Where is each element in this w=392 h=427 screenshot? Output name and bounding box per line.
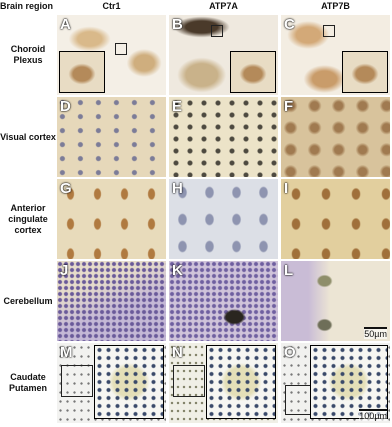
image-panel: O 100µm	[281, 343, 390, 423]
panel-letter: D	[60, 98, 71, 115]
header-title: Brain region	[0, 1, 54, 11]
zoom-box	[285, 385, 311, 415]
image-panel: F	[281, 97, 390, 177]
column-header: ATP7B	[321, 1, 350, 11]
panel-letter: F	[284, 98, 294, 115]
image-panel: M	[57, 343, 166, 423]
zoom-box	[211, 25, 223, 37]
image-panel: K	[169, 261, 278, 341]
inset	[94, 345, 164, 419]
image-panel: C	[281, 15, 390, 95]
panel-letter: L	[284, 262, 294, 279]
scale-bar-label: 100µm	[359, 409, 387, 421]
image-panel: J	[57, 261, 166, 341]
image-panel: A	[57, 15, 166, 95]
inset	[230, 51, 276, 93]
image-panel: N	[169, 343, 278, 423]
row-label: Caudate Putamen	[8, 372, 47, 393]
zoom-box	[323, 25, 335, 37]
panel-letter: K	[172, 262, 183, 279]
inset	[342, 51, 388, 93]
column-header: Ctr1	[102, 1, 121, 11]
panel-letter: M	[60, 344, 73, 361]
image-panel: E	[169, 97, 278, 177]
zoom-box	[173, 365, 205, 397]
inset	[310, 345, 388, 419]
image-panel: H	[169, 179, 278, 259]
panel-letter: N	[172, 344, 183, 361]
image-panel: I	[281, 179, 390, 259]
row-label: Visual cortex	[0, 131, 56, 142]
panel-letter: A	[60, 16, 71, 33]
scale-bar-label: 50µm	[364, 327, 387, 339]
column-header: ATP7A	[209, 1, 238, 11]
panel-letter: J	[60, 262, 69, 279]
inset	[59, 51, 105, 93]
row-label: Choroid Plexus	[10, 44, 46, 65]
panel-letter: C	[284, 16, 295, 33]
image-panel: D	[57, 97, 166, 177]
inset	[206, 345, 276, 419]
row-label: Cerebellum	[3, 295, 53, 306]
panel-letter: G	[60, 180, 72, 197]
panel-letter: I	[284, 180, 289, 197]
image-panel: L 50µm	[281, 261, 390, 341]
image-panel: G	[57, 179, 166, 259]
panel-letter: H	[172, 180, 183, 197]
row-label: Anterior cingulate cortex	[8, 202, 48, 235]
panel-letter: B	[172, 16, 183, 33]
zoom-box	[61, 365, 93, 397]
panel-letter: O	[284, 344, 296, 361]
zoom-box	[115, 43, 127, 55]
panel-letter: E	[172, 98, 183, 115]
image-panel: B	[169, 15, 278, 95]
